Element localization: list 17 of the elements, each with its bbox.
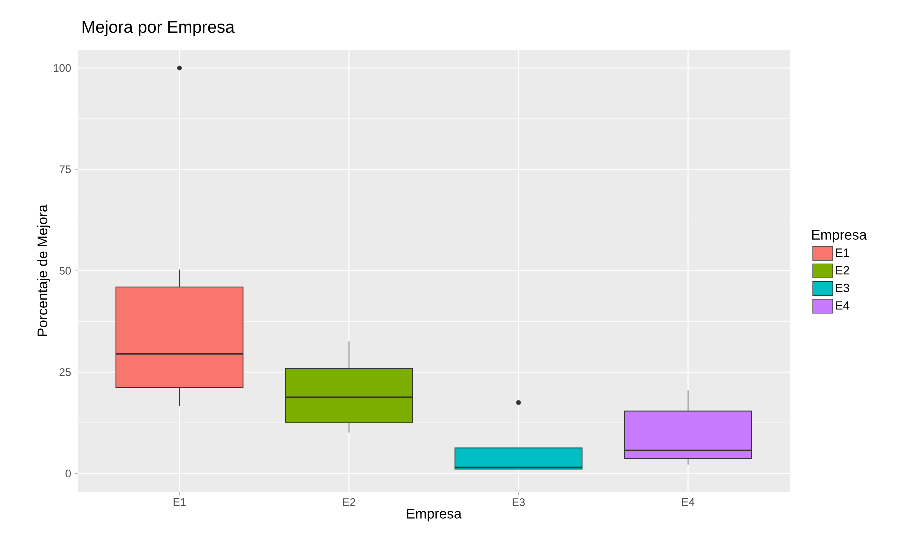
y-tick-label: 25	[60, 368, 72, 376]
x-axis-title: Empresa	[407, 509, 462, 522]
x-tick-label: E4	[682, 498, 695, 506]
legend-label: E1	[836, 248, 850, 258]
chart-title: Mejora por Empresa	[82, 20, 235, 37]
legend-label: E3	[836, 284, 850, 292]
y-tick-label: 75	[60, 166, 72, 174]
legend-label: E2	[836, 266, 850, 275]
y-tick-label: 0	[66, 470, 72, 478]
y-tick-label: 50	[60, 267, 72, 275]
x-tick-label: E1	[174, 498, 186, 506]
x-tick-label: E2	[343, 498, 356, 506]
y-tick-label: 100	[54, 64, 72, 72]
y-axis-title: Porcentaje de Mejora	[37, 204, 50, 336]
legend-title: Empresa	[812, 230, 868, 243]
x-tick-label: E3	[512, 498, 525, 506]
legend-label: E4	[836, 302, 850, 310]
